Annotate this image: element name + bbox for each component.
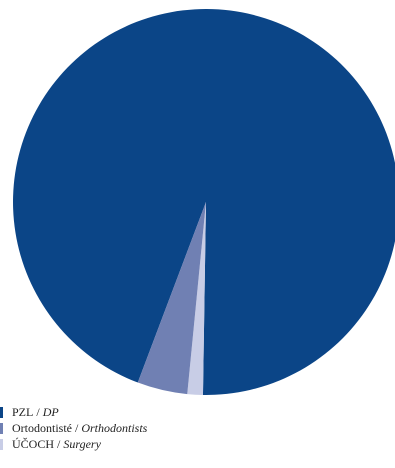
- legend-item-ortodontiste: Ortodontisté / Orthodontists: [0, 420, 395, 436]
- legend-label-ortodontiste: Ortodontisté: [12, 420, 72, 435]
- pie-slice-surgery: [187, 202, 206, 395]
- legend-label-en-ucoch: Surgery: [63, 436, 101, 451]
- legend: PZL / DP Ortodontisté / Orthodontists ÚČ…: [0, 404, 395, 452]
- legend-separator: /: [72, 420, 82, 435]
- legend-label-ucoch: ÚČOCH: [12, 436, 55, 451]
- legend-swatch-pzl: [0, 406, 3, 418]
- pie-chart: [13, 9, 395, 395]
- legend-item-pzl: PZL / DP: [0, 404, 395, 420]
- pie-slice-dp: [13, 9, 395, 395]
- pie-slice-orthodontists: [137, 202, 206, 395]
- legend-swatch-ucoch: [0, 438, 3, 450]
- legend-separator: /: [33, 404, 43, 419]
- legend-label-en-ortodontiste: Orthodontists: [81, 420, 148, 435]
- legend-swatch-ortodontiste: [0, 422, 3, 434]
- legend-label-en-pzl: DP: [42, 404, 59, 419]
- legend-separator: /: [54, 436, 64, 451]
- legend-label-pzl: PZL: [12, 404, 34, 419]
- legend-item-ucoch: ÚČOCH / Surgery: [0, 436, 395, 452]
